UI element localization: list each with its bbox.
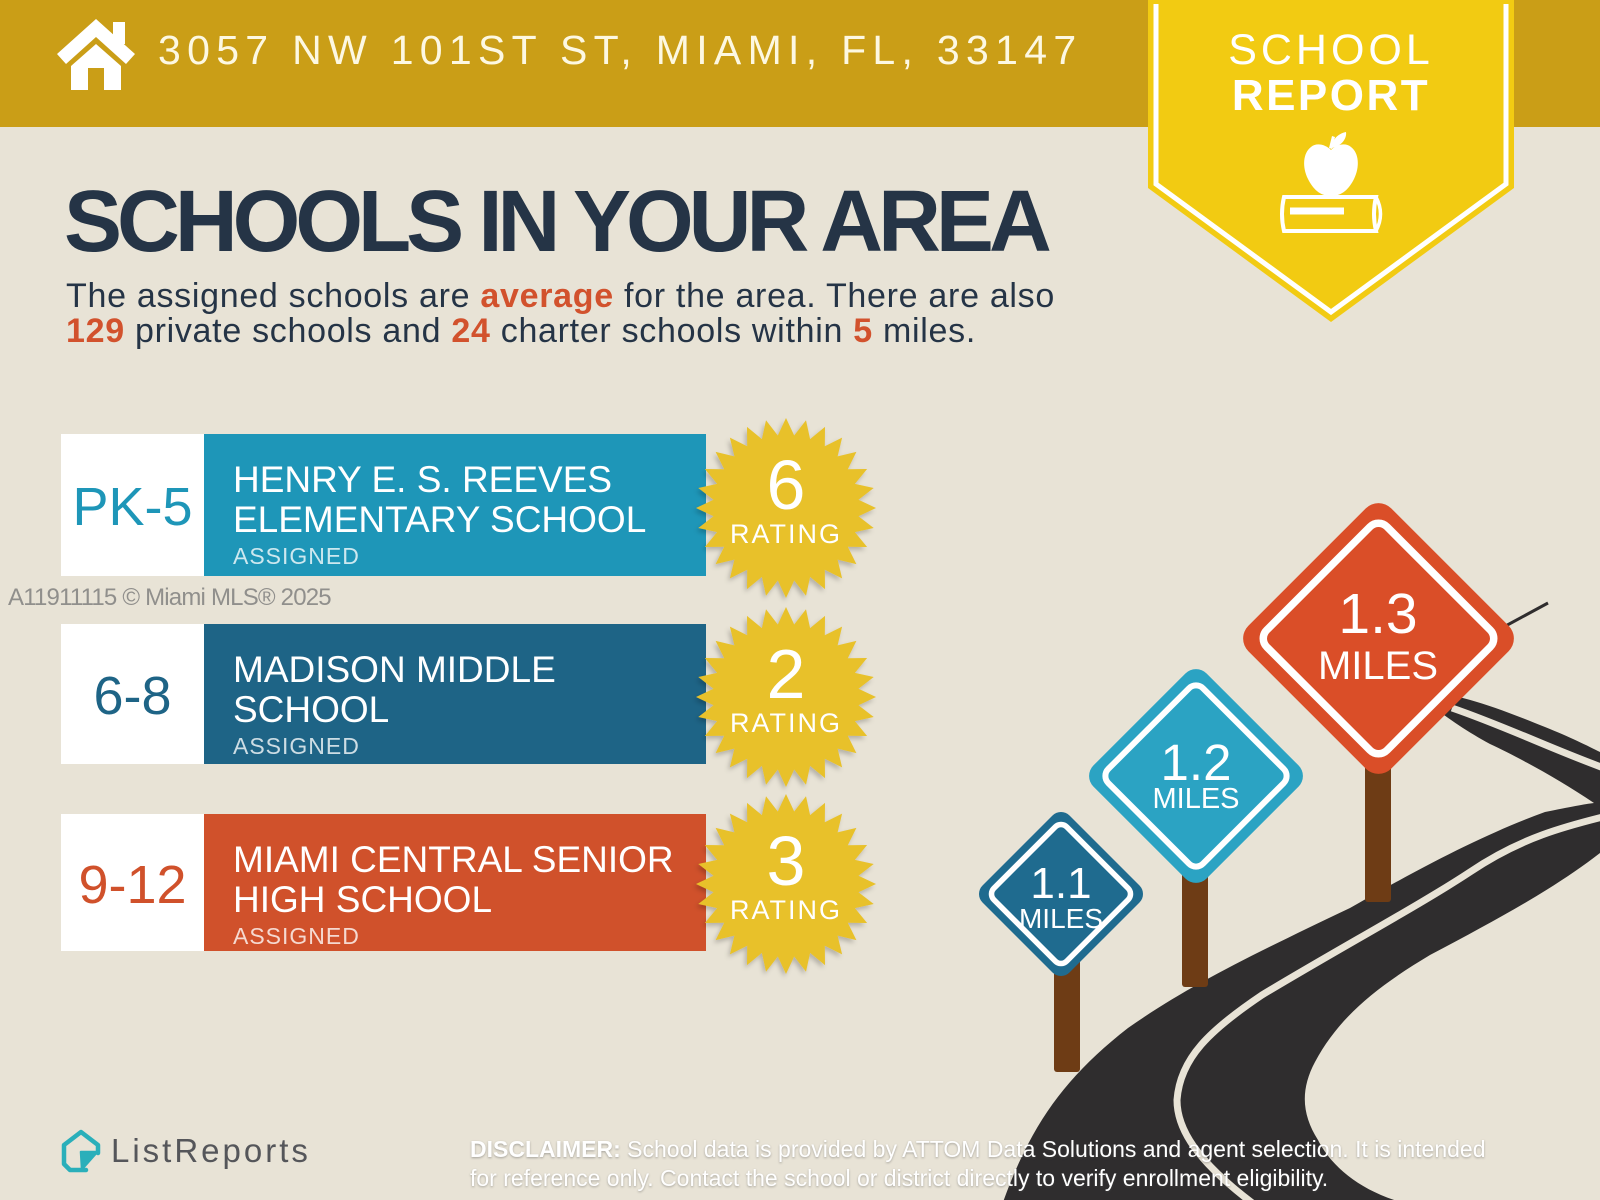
svg-text:6: 6 (767, 446, 806, 524)
svg-text:RATING: RATING (730, 895, 842, 925)
svg-text:MILES: MILES (1318, 644, 1438, 688)
svg-text:RATING: RATING (730, 708, 842, 738)
svg-text:MILES: MILES (1152, 783, 1239, 815)
svg-text:1.2: 1.2 (1161, 734, 1232, 791)
svg-text:3: 3 (767, 822, 806, 900)
svg-text:REPORT: REPORT (1232, 71, 1430, 120)
svg-text:SCHOOL: SCHOOL (1228, 26, 1434, 74)
svg-text:RATING: RATING (730, 519, 842, 549)
svg-text:MILES: MILES (1019, 903, 1103, 934)
svg-text:2: 2 (767, 635, 806, 713)
svg-text:1.1: 1.1 (1030, 859, 1091, 908)
svg-text:1.3: 1.3 (1338, 582, 1417, 646)
